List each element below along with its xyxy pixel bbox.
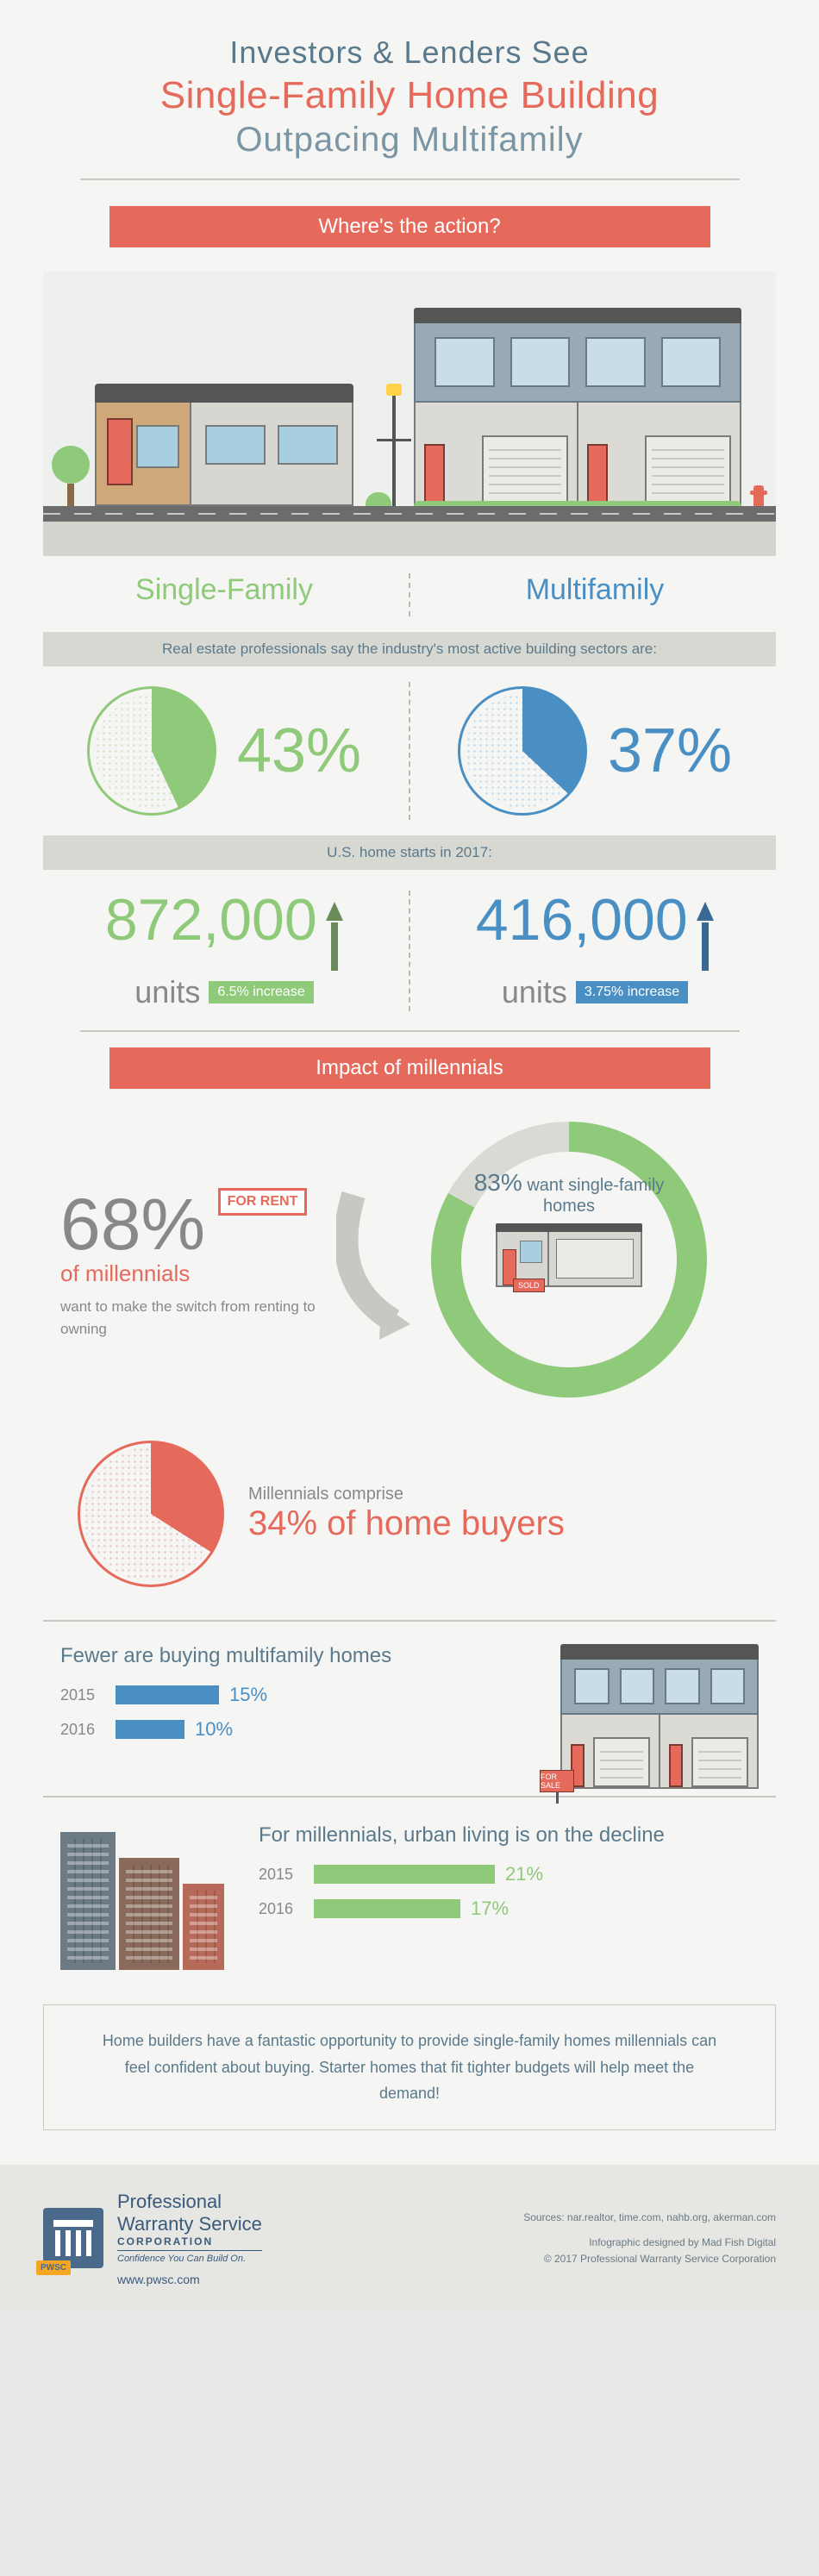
footer-url: www.pwsc.com	[117, 2273, 262, 2286]
units-label: units	[134, 974, 200, 1010]
active-sectors-pies: 43% 37%	[43, 682, 776, 820]
title-line3: Outpacing Multifamily	[43, 121, 776, 159]
sold-sign: SOLD	[513, 1279, 545, 1292]
bar-value: 15%	[229, 1684, 267, 1706]
single-increase-badge: 6.5% increase	[209, 981, 313, 1004]
brand-line3: CORPORATION	[117, 2235, 262, 2248]
millennials-top-row: 68% FOR RENT of millennials want to make…	[43, 1113, 776, 1415]
rent-to-own-pct: 68%	[60, 1184, 205, 1265]
urban-title: For millennials, urban living is on the …	[259, 1823, 759, 1848]
mini-house-icon: SOLD	[496, 1223, 642, 1287]
single-family-label: Single-Family	[43, 573, 405, 616]
brand-line1: Professional	[117, 2191, 262, 2213]
multifamily-pie	[458, 686, 587, 816]
bar-row: 2015 15%	[60, 1684, 535, 1706]
bar-year: 2016	[259, 1900, 302, 1918]
brand-line2: Warranty Service	[117, 2213, 262, 2235]
designed-by: Infographic designed by Mad Fish Digital	[523, 2235, 776, 2251]
footer: PWSC Professional Warranty Service CORPO…	[0, 2165, 819, 2312]
title-line2: Single-Family Home Building	[43, 74, 776, 117]
single-family-pct: 43%	[237, 716, 361, 786]
bar-year: 2016	[60, 1721, 103, 1739]
houses-illustration	[43, 272, 776, 556]
bar-fill	[116, 1685, 219, 1704]
multifamily-house-icon	[414, 308, 741, 506]
multi-units-number: 416,000	[476, 887, 688, 953]
fewer-multifamily-section: Fewer are buying multifamily homes 2015 1…	[43, 1644, 776, 1789]
streetlight-icon	[392, 396, 396, 508]
section-banner-millennials: Impact of millennials	[109, 1047, 710, 1089]
want-single-family-donut: 83% want single-family homes SOLD	[431, 1122, 759, 1406]
of-millennials-label: of millennials	[60, 1260, 319, 1287]
bar-row: 2016 10%	[60, 1718, 535, 1741]
urban-decline-section: For millennials, urban living is on the …	[43, 1823, 776, 1970]
multi-increase-badge: 3.75% increase	[576, 981, 688, 1004]
bar-value: 10%	[195, 1718, 233, 1741]
city-buildings-icon	[60, 1823, 233, 1970]
multifamily-pct: 37%	[608, 716, 732, 786]
home-buyers-row: Millennials comprise 34% of home buyers	[43, 1415, 776, 1613]
bar-year: 2015	[60, 1686, 103, 1704]
brand-tagline: Confidence You Can Build On.	[117, 2250, 262, 2264]
active-sectors-subhead: Real estate professionals say the indust…	[43, 632, 776, 666]
compare-labels: Single-Family Multifamily	[43, 573, 776, 616]
logo-block: PWSC Professional Warranty Service CORPO…	[43, 2191, 262, 2286]
buyers-pct-text: 34% of home buyers	[248, 1504, 565, 1543]
home-buyers-pie	[78, 1441, 224, 1587]
closing-text: Home builders have a fantastic opportuni…	[43, 2004, 776, 2130]
multifamily-illustration: FOR SALE	[560, 1644, 759, 1789]
bar-year: 2015	[259, 1866, 302, 1884]
logo-badge: PWSC	[36, 2260, 71, 2275]
title-block: Investors & Lenders See Single-Family Ho…	[43, 34, 776, 180]
sources-line: Sources: nar.realtor, time.com, nahb.org…	[523, 2210, 776, 2226]
for-sale-sign: FOR SALE	[540, 1770, 574, 1792]
multifamily-label: Multifamily	[414, 573, 776, 616]
bar-row: 2016 17%	[259, 1898, 759, 1920]
section-banner-action: Where's the action?	[109, 206, 710, 247]
rent-to-own-subtext: want to make the switch from renting to …	[60, 1296, 319, 1340]
curved-arrow-icon	[336, 1186, 414, 1341]
title-line1: Investors & Lenders See	[43, 34, 776, 71]
pwsc-logo-icon: PWSC	[43, 2208, 103, 2268]
for-rent-sign: FOR RENT	[218, 1188, 308, 1216]
buyers-lead-text: Millennials comprise	[248, 1485, 565, 1504]
bar-value: 21%	[505, 1863, 543, 1885]
home-starts-row: 872,000 units 6.5% increase 416,000 unit…	[43, 891, 776, 1011]
bar-fill	[314, 1899, 460, 1918]
bar-value: 17%	[471, 1898, 509, 1920]
single-family-pie	[87, 686, 216, 816]
divider	[80, 1030, 740, 1032]
units-label: units	[502, 974, 567, 1010]
copyright: © 2017 Professional Warranty Service Cor…	[523, 2251, 776, 2267]
up-arrow-icon	[697, 902, 714, 971]
bar-row: 2015 21%	[259, 1863, 759, 1885]
title-rule	[80, 178, 740, 180]
bar-fill	[314, 1865, 495, 1884]
fewer-title: Fewer are buying multifamily homes	[60, 1644, 535, 1668]
donut-text: 83% want single-family homes	[461, 1169, 677, 1216]
single-units-number: 872,000	[105, 887, 317, 953]
bar-fill	[116, 1720, 184, 1739]
home-starts-subhead: U.S. home starts in 2017:	[43, 835, 776, 870]
divider	[43, 1620, 776, 1622]
hydrant-icon	[753, 485, 764, 508]
single-family-house-icon	[95, 384, 353, 506]
up-arrow-icon	[326, 902, 343, 971]
divider	[43, 1796, 776, 1798]
